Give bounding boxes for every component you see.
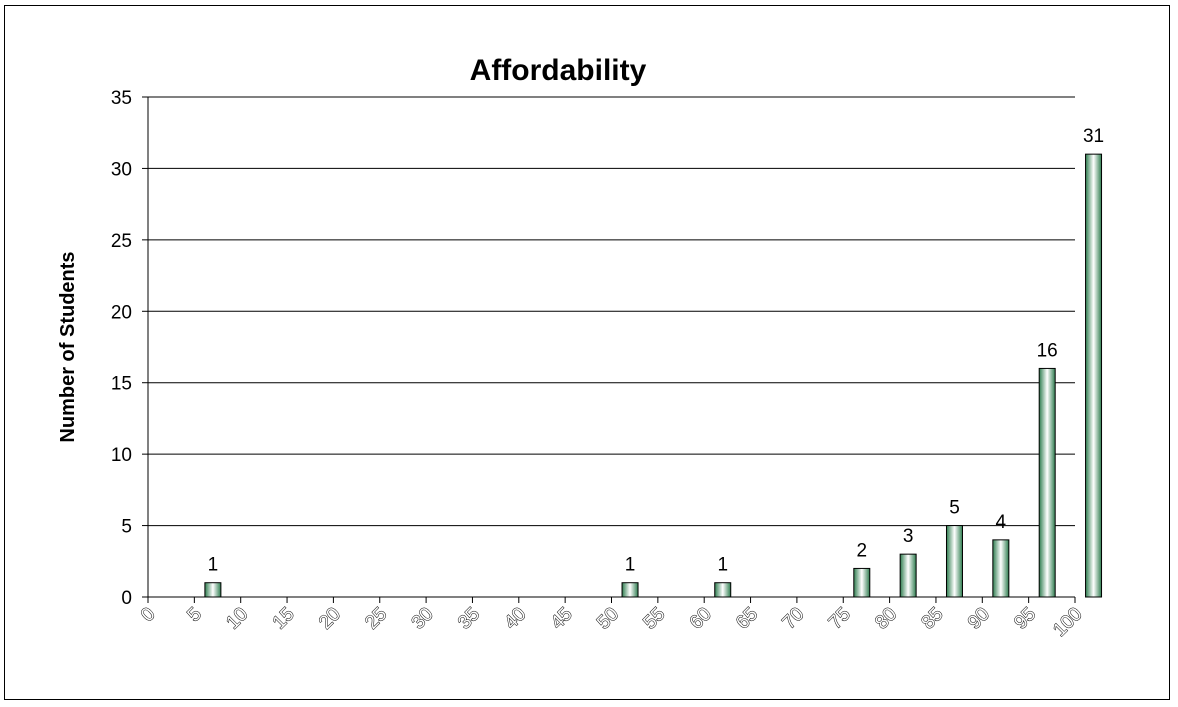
x-tick-label: 95 [1010, 604, 1040, 634]
bar [1038, 367, 1056, 598]
bar [204, 582, 222, 598]
x-tick-label: 0 [137, 604, 159, 626]
bar [714, 582, 732, 598]
x-tick-label: 75 [825, 604, 855, 634]
y-axis-label: Number of Students [57, 251, 79, 442]
x-tick-label: 80 [871, 604, 901, 634]
chart-title: Affordability [470, 54, 647, 87]
x-tick-label: 85 [918, 604, 948, 634]
x-tick-label: 15 [269, 604, 299, 634]
bar [899, 553, 917, 598]
x-tick-label: 90 [964, 604, 994, 634]
y-tick-label: 10 [111, 445, 132, 466]
x-tick-label: 45 [547, 604, 577, 634]
x-tick-label: 10 [222, 604, 252, 634]
x-tick-label: 70 [779, 604, 809, 634]
bar-value-label: 5 [949, 498, 960, 519]
y-tick-label: 0 [121, 588, 132, 609]
bar [853, 567, 871, 598]
bar-value-label: 4 [996, 512, 1007, 533]
y-tick-label: 35 [111, 88, 132, 109]
bar-value-label: 1 [208, 555, 219, 576]
x-tick-label: 35 [454, 604, 484, 634]
bar-value-label: 16 [1037, 340, 1058, 361]
bar-value-label: 3 [903, 526, 914, 547]
bar [1085, 153, 1103, 598]
chart-frame [4, 5, 1170, 700]
x-tick-label: 50 [593, 604, 623, 634]
y-tick-label: 25 [111, 231, 132, 252]
y-tick-label: 5 [121, 517, 132, 538]
y-tick-label: 30 [111, 159, 132, 180]
y-tick-label: 20 [111, 302, 132, 323]
y-tick-label: 15 [111, 374, 132, 395]
bar [945, 525, 963, 598]
bar-value-label: 31 [1083, 126, 1104, 147]
x-tick-label: 30 [408, 604, 438, 634]
bar [992, 539, 1010, 598]
bar-value-label: 2 [857, 540, 868, 561]
x-tick-label: 5 [184, 604, 206, 626]
x-tick-label: 40 [501, 604, 531, 634]
bar-value-label: 1 [625, 555, 636, 576]
bar-value-label: 1 [717, 555, 728, 576]
x-tick-label: 65 [732, 604, 762, 634]
x-tick-label: 60 [686, 604, 716, 634]
x-tick-label: 20 [315, 604, 345, 634]
bar [621, 582, 639, 598]
x-tick-label: 100 [1049, 604, 1086, 641]
x-tick-label: 25 [361, 604, 391, 634]
x-tick-label: 55 [640, 604, 670, 634]
